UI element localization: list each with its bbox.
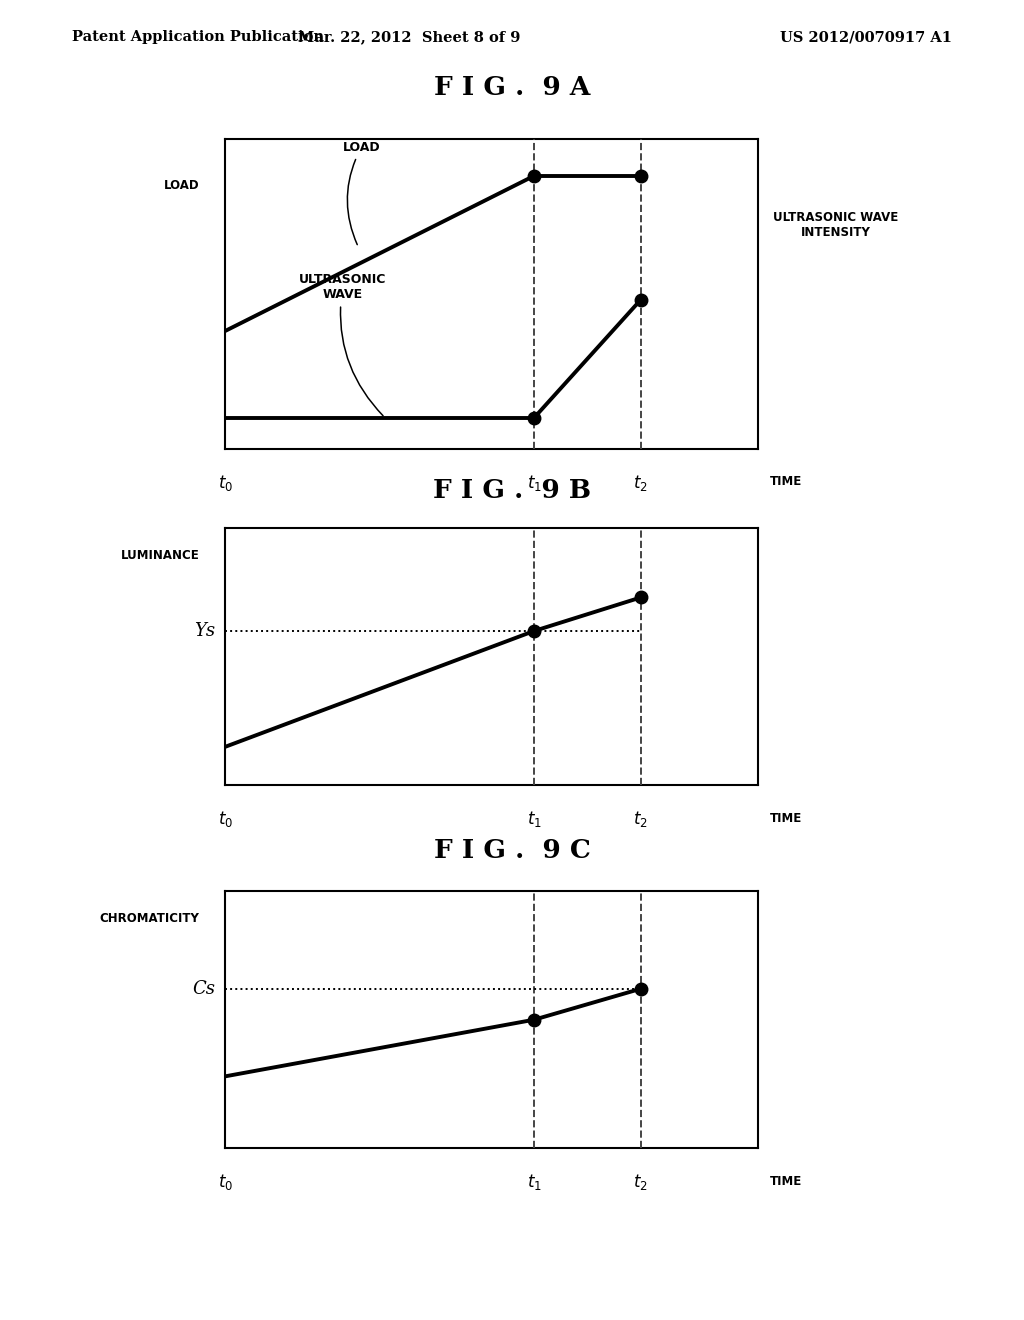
Text: TIME: TIME bbox=[770, 812, 802, 825]
Text: F I G .  9 A: F I G . 9 A bbox=[434, 75, 590, 100]
Text: Ys: Ys bbox=[194, 622, 215, 640]
Text: US 2012/0070917 A1: US 2012/0070917 A1 bbox=[780, 30, 952, 45]
Text: Patent Application Publication: Patent Application Publication bbox=[72, 30, 324, 45]
Text: ULTRASONIC WAVE
INTENSITY: ULTRASONIC WAVE INTENSITY bbox=[773, 211, 898, 239]
Text: LUMINANCE: LUMINANCE bbox=[121, 549, 200, 561]
Text: $t_2$: $t_2$ bbox=[633, 473, 648, 492]
Text: ULTRASONIC
WAVE: ULTRASONIC WAVE bbox=[299, 273, 386, 416]
Text: Cs: Cs bbox=[193, 979, 215, 998]
Text: $t_0$: $t_0$ bbox=[218, 473, 232, 492]
Text: CHROMATICITY: CHROMATICITY bbox=[99, 912, 200, 924]
Text: $t_0$: $t_0$ bbox=[218, 1172, 232, 1192]
Text: TIME: TIME bbox=[770, 475, 802, 488]
Text: TIME: TIME bbox=[770, 1175, 802, 1188]
Text: F I G .  9 B: F I G . 9 B bbox=[433, 478, 591, 503]
Text: $t_1$: $t_1$ bbox=[526, 473, 542, 492]
Text: F I G .  9 C: F I G . 9 C bbox=[433, 838, 591, 863]
Text: $t_2$: $t_2$ bbox=[633, 809, 648, 829]
Text: $t_2$: $t_2$ bbox=[633, 1172, 648, 1192]
Text: LOAD: LOAD bbox=[342, 141, 380, 244]
Text: $t_0$: $t_0$ bbox=[218, 809, 232, 829]
Text: $t_1$: $t_1$ bbox=[526, 1172, 542, 1192]
Text: $t_1$: $t_1$ bbox=[526, 809, 542, 829]
Text: Mar. 22, 2012  Sheet 8 of 9: Mar. 22, 2012 Sheet 8 of 9 bbox=[298, 30, 521, 45]
Text: LOAD: LOAD bbox=[164, 178, 200, 191]
